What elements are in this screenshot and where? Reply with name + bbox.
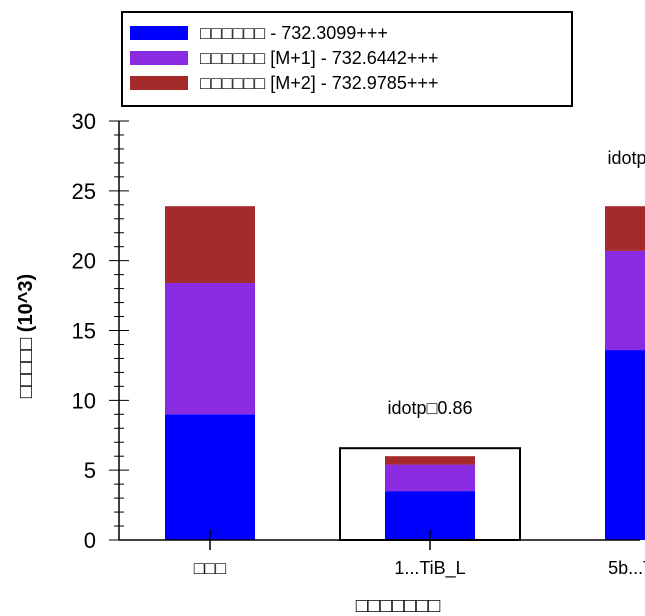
bar-segment	[605, 350, 645, 540]
legend-label: □□□□□□ - 732.3099+++	[200, 23, 388, 43]
bar-segment	[385, 456, 475, 465]
x-axis: □□□ 1...TiB_L 5b...TiTip3	[119, 530, 645, 579]
legend-swatch	[130, 51, 188, 65]
x-tick-label: 5b...TiTip3	[608, 558, 645, 578]
y-tick-label: 10	[72, 388, 96, 413]
y-tick-label: 5	[84, 458, 96, 483]
legend-frame	[121, 11, 573, 107]
bar-annotation: idotp□0.86	[388, 398, 473, 418]
y-tick-label: 30	[72, 109, 96, 134]
bar-segment	[165, 283, 255, 415]
bar-segment	[165, 414, 255, 540]
bar-segment	[385, 464, 475, 492]
x-axis-label: □□□□□□□	[356, 595, 441, 616]
y-axis-label: □□□□□ (10^3)	[15, 274, 37, 398]
bar-segment	[605, 206, 645, 251]
x-tick-label: 1...TiB_L	[394, 558, 465, 579]
bar-annotation: idotp□0.87	[608, 148, 645, 168]
legend: □□□□□□ - 732.3099+++ □□□□□□ [M+1] - 732.6…	[121, 11, 573, 107]
y-tick-label: 0	[84, 528, 96, 553]
y-tick-label: 15	[72, 319, 96, 344]
y-tick-label: 25	[72, 179, 96, 204]
x-tick-label: □□□	[194, 558, 227, 578]
bars: idotp□0.86 idotp□0.87	[165, 148, 645, 542]
bar-segment	[165, 206, 255, 284]
y-tick-label: 20	[72, 249, 96, 274]
legend-swatch	[130, 76, 188, 90]
y-axis: 0 5 10 15 20 25 30	[72, 109, 129, 553]
legend-label: □□□□□□ [M+2] - 732.9785+++	[200, 73, 438, 93]
legend-label: □□□□□□ [M+1] - 732.6442+++	[200, 48, 438, 68]
bar-segment	[605, 250, 645, 351]
legend-swatch	[130, 26, 188, 40]
